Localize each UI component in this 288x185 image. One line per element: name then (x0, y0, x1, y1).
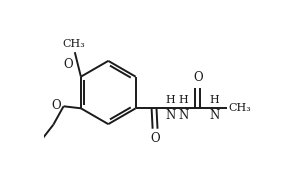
Text: N: N (165, 109, 175, 122)
Text: O: O (63, 58, 73, 71)
Text: H: H (166, 95, 175, 105)
Text: O: O (193, 71, 203, 84)
Text: O: O (52, 99, 61, 112)
Text: O: O (150, 132, 160, 145)
Text: N: N (209, 109, 219, 122)
Text: H: H (179, 95, 189, 105)
Text: CH₃: CH₃ (228, 103, 251, 113)
Text: N: N (179, 109, 189, 122)
Text: H: H (209, 95, 219, 105)
Text: CH₃: CH₃ (62, 39, 85, 49)
